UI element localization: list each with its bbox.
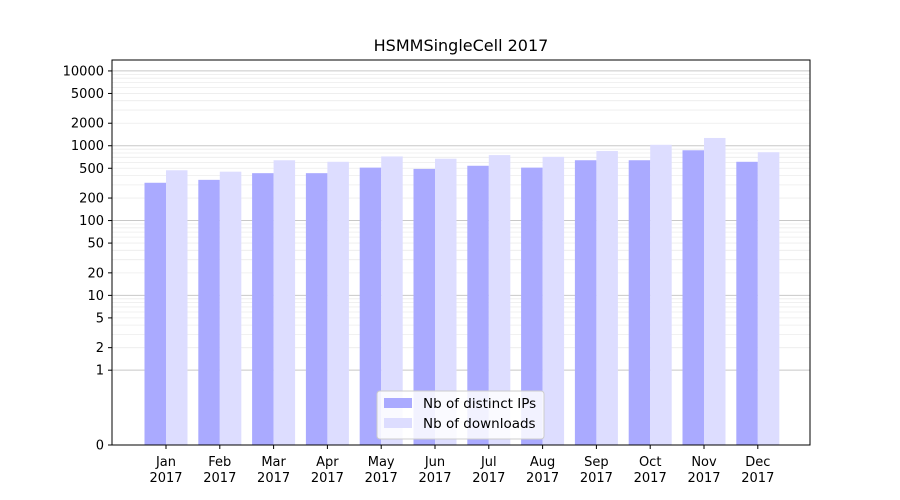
x-tick-label-year: 2017	[365, 471, 398, 486]
x-tick-label-month: Nov	[691, 455, 717, 470]
bar-downloads-dec	[757, 152, 780, 445]
bar-distinct-ips-jun	[413, 168, 435, 445]
y-tick-label: 10	[87, 289, 104, 304]
bar-downloads-sep	[596, 151, 618, 445]
legend-label: Nb of distinct IPs	[423, 396, 536, 412]
bar-downloads-nov	[704, 137, 726, 445]
bar-distinct-ips-jul	[467, 165, 489, 445]
x-tick-label-year: 2017	[203, 471, 236, 486]
bar-downloads-oct	[650, 144, 672, 445]
bar-distinct-ips-apr	[305, 173, 328, 445]
legend-swatch	[384, 418, 412, 428]
y-tick-label: 200	[79, 192, 104, 207]
y-tick-label: 0	[96, 439, 104, 454]
y-tick-label: 20	[87, 266, 104, 281]
bar-downloads-apr	[327, 161, 349, 445]
bar-downloads-jul	[488, 155, 511, 445]
x-tick-label-month: Aug	[530, 455, 555, 470]
x-tick-label-month: Jun	[424, 455, 445, 470]
x-tick-label-year: 2017	[580, 471, 613, 486]
y-tick-label: 5	[96, 311, 104, 326]
chart-title: HSMMSingleCell 2017	[374, 36, 549, 55]
y-tick-label: 1000	[71, 139, 104, 154]
x-tick-label-year: 2017	[149, 471, 182, 486]
bar-distinct-ips-sep	[574, 160, 597, 445]
x-axis: Jan2017Feb2017Mar2017Apr2017May2017Jun20…	[149, 445, 774, 486]
bar-downloads-may	[381, 156, 403, 445]
x-tick-label-year: 2017	[418, 471, 451, 486]
bar-distinct-ips-mar	[252, 173, 274, 445]
x-tick-label-month: Jul	[480, 455, 497, 470]
bar-distinct-ips-oct	[628, 160, 651, 445]
x-tick-label-year: 2017	[687, 471, 720, 486]
y-axis: 0 1 2 5 10 20 50 100 200 500 1000 2000 5000 10000	[63, 64, 112, 454]
y-tick-label: 1	[96, 364, 104, 379]
y-tick-label: 2000	[71, 117, 104, 132]
x-tick-label-year: 2017	[257, 471, 290, 486]
x-tick-label-month: May	[368, 455, 395, 470]
y-tick-label: 50	[87, 237, 104, 252]
plot-frame	[111, 59, 811, 446]
bar-distinct-ips-may	[359, 167, 382, 445]
bar-distinct-ips-feb	[198, 179, 220, 445]
bar-distinct-ips-aug	[521, 167, 543, 445]
y-tick-label: 100	[79, 214, 104, 229]
x-tick-label-year: 2017	[311, 471, 344, 486]
bar-downloads-aug	[542, 156, 565, 445]
bar-downloads-mar	[273, 160, 296, 445]
x-tick-label-year: 2017	[741, 471, 774, 486]
x-tick-label-year: 2017	[634, 471, 667, 486]
bar-downloads-jan	[166, 170, 188, 445]
x-tick-label-month: Jan	[155, 455, 176, 470]
y-tick-label: 2	[96, 341, 104, 356]
x-tick-label-month: Mar	[261, 455, 286, 470]
y-tick-label: 500	[79, 162, 104, 177]
bar-downloads-feb	[219, 171, 242, 445]
x-tick-label-month: Feb	[208, 455, 231, 470]
legend-box	[376, 390, 545, 440]
legend-swatch	[384, 398, 412, 408]
bar-distinct-ips-dec	[736, 161, 758, 445]
bar-distinct-ips-nov	[682, 150, 704, 445]
x-tick-label-year: 2017	[472, 471, 505, 486]
legend-label: Nb of downloads	[423, 416, 536, 432]
y-tick-label: 5000	[71, 87, 104, 102]
x-tick-label-month: Dec	[745, 455, 770, 470]
y-tick-label: 10000	[63, 64, 104, 79]
x-tick-label-month: Oct	[639, 455, 661, 470]
bar-downloads-jun	[435, 158, 457, 445]
bars	[144, 137, 780, 445]
legend: Nb of distinct IPs Nb of downloads	[376, 390, 545, 440]
x-tick-label-month: Sep	[584, 455, 609, 470]
x-tick-label-year: 2017	[526, 471, 559, 486]
bar-distinct-ips-jan	[144, 182, 166, 445]
x-tick-label-month: Apr	[316, 455, 339, 470]
